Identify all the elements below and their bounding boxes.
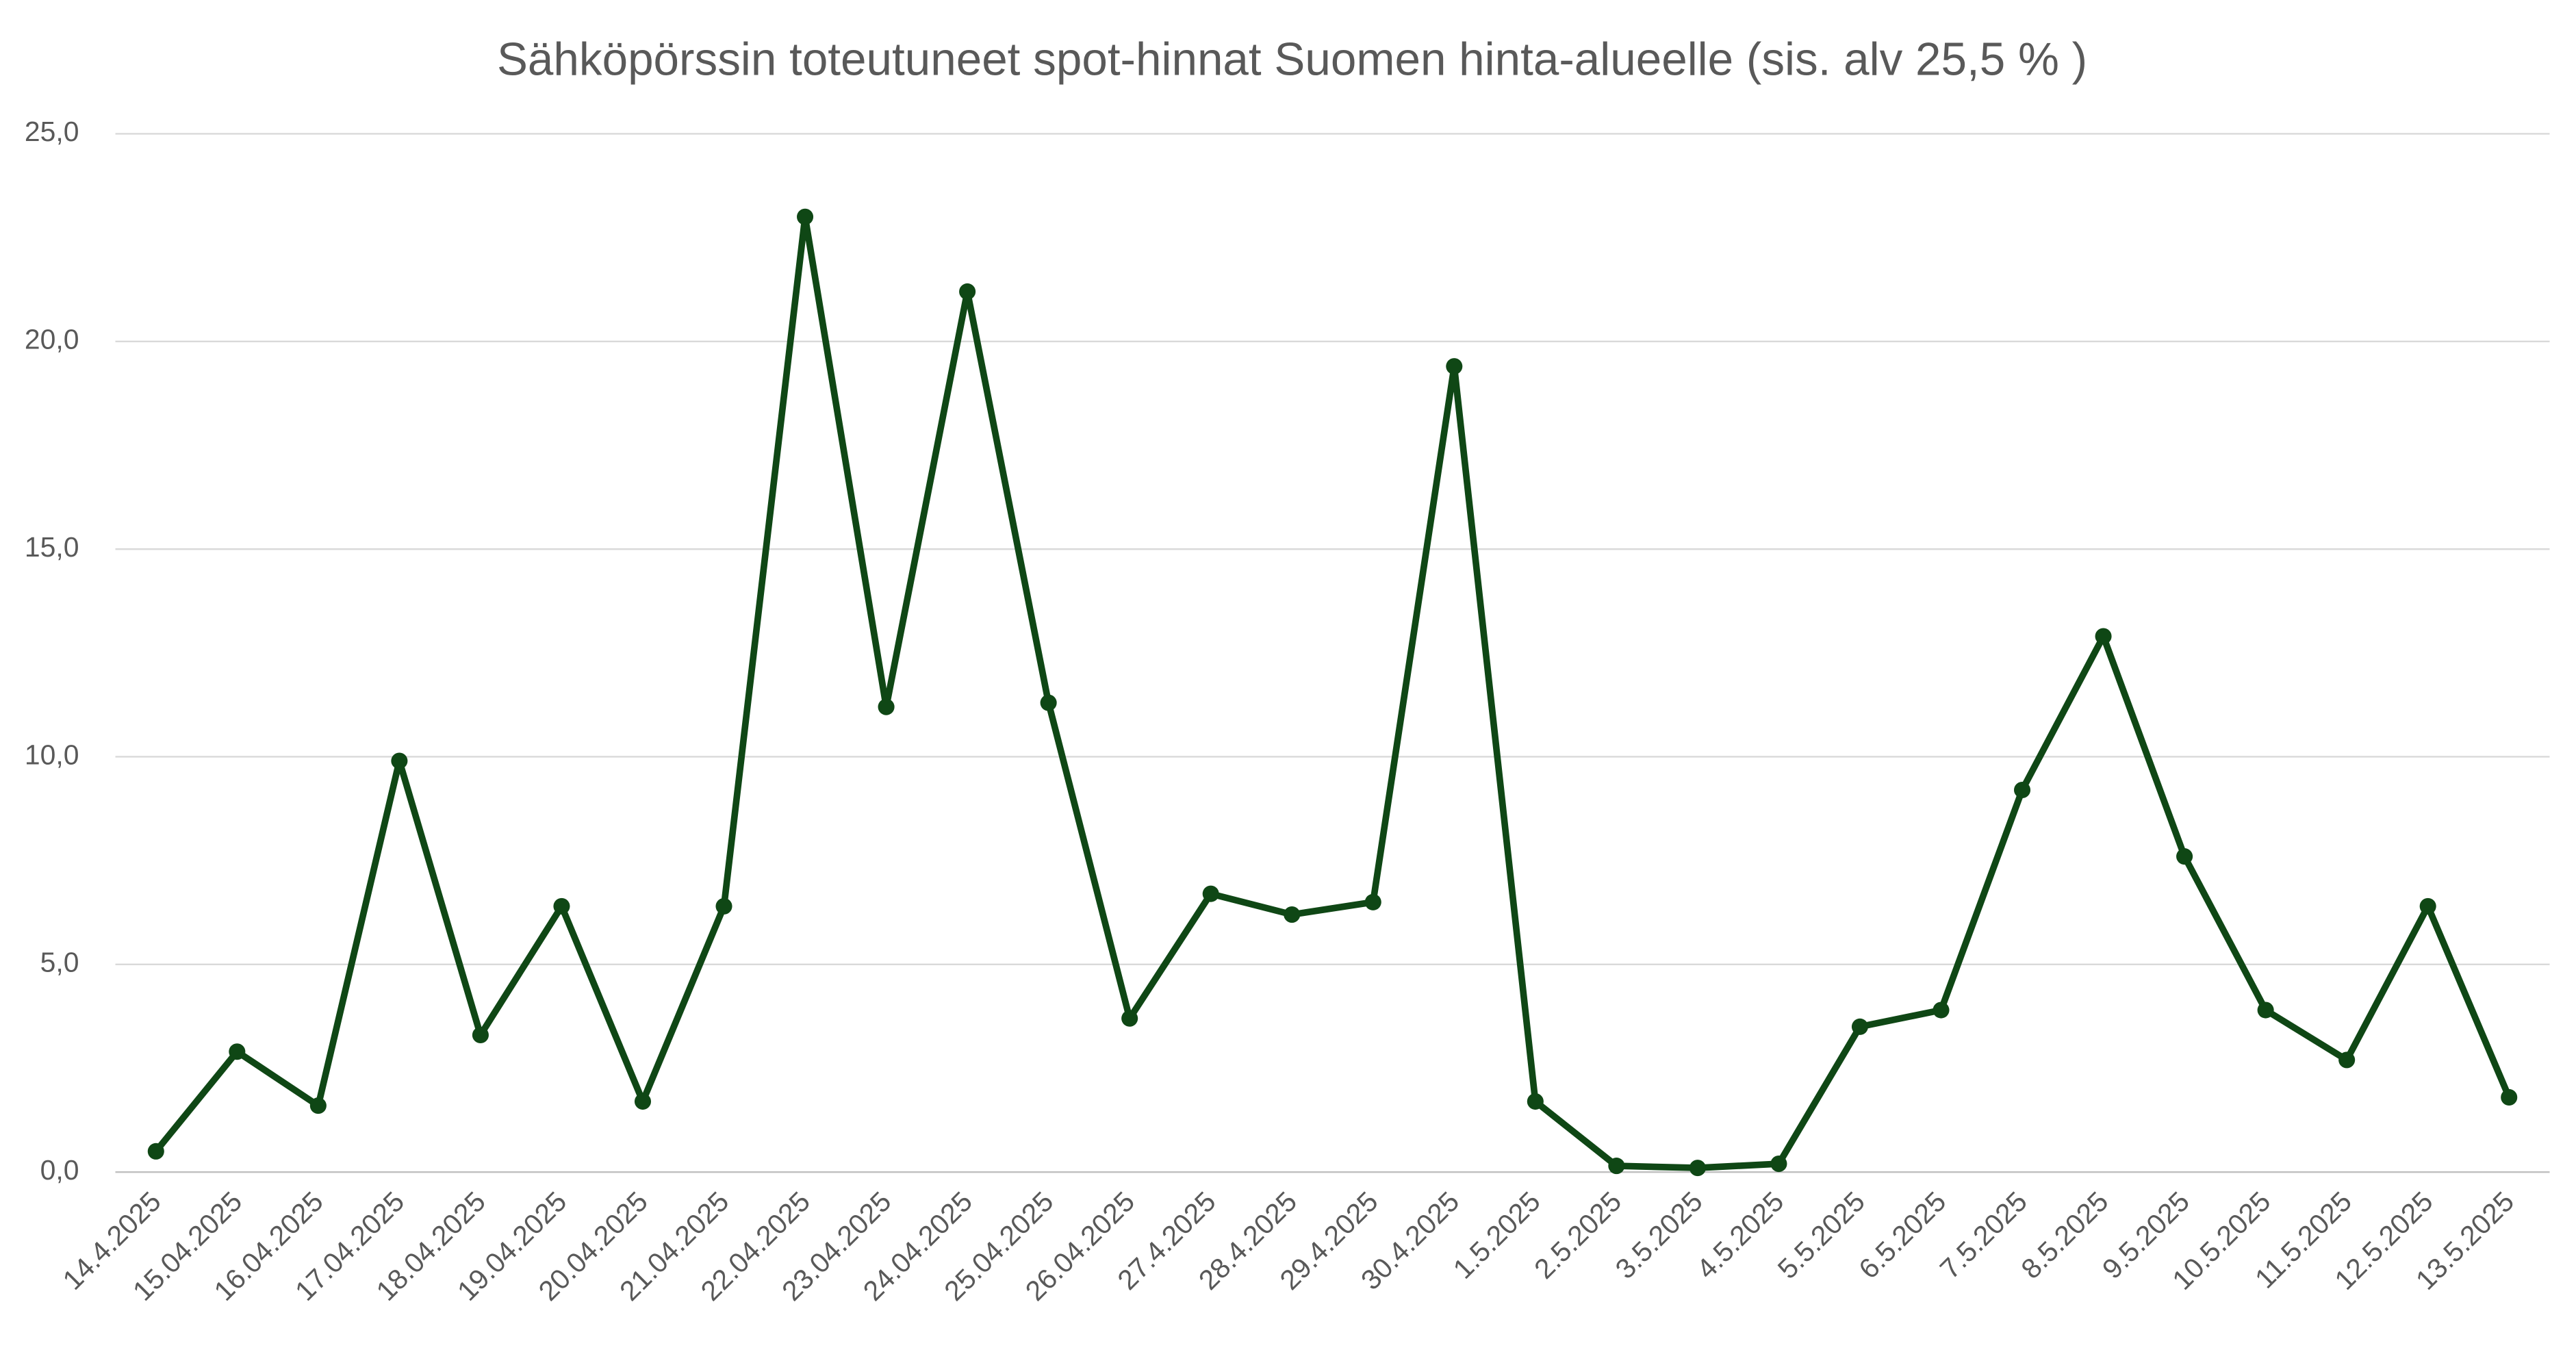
marker bbox=[391, 752, 408, 769]
y-tick-label: 5,0 bbox=[40, 947, 79, 978]
x-tick-label: 6.5.2025 bbox=[1852, 1186, 1952, 1285]
marker bbox=[1770, 1156, 1787, 1173]
x-tick-label: 3.5.2025 bbox=[1609, 1186, 1709, 1285]
marker bbox=[147, 1143, 164, 1160]
marker bbox=[229, 1043, 246, 1060]
marker bbox=[1527, 1093, 1544, 1110]
marker bbox=[553, 897, 570, 915]
y-tick-label: 20,0 bbox=[25, 324, 79, 355]
marker bbox=[2338, 1051, 2356, 1069]
marker bbox=[1284, 906, 1301, 923]
marker bbox=[1933, 1002, 1950, 1019]
marker bbox=[1121, 1010, 1138, 1027]
marker bbox=[959, 283, 976, 301]
marker bbox=[634, 1093, 652, 1110]
marker bbox=[878, 698, 895, 715]
x-tick-label: 4.5.2025 bbox=[1690, 1186, 1789, 1285]
x-tick-label: 5.5.2025 bbox=[1772, 1186, 1871, 1285]
marker bbox=[797, 208, 814, 225]
marker bbox=[2419, 897, 2436, 915]
x-tick-label: 2.5.2025 bbox=[1528, 1186, 1627, 1285]
marker bbox=[715, 897, 732, 915]
chart-title: Sähköpörssin toteutuneet spot-hinnat Suo… bbox=[497, 34, 2087, 86]
y-tick-label: 0,0 bbox=[40, 1154, 79, 1186]
marker bbox=[1202, 885, 1219, 902]
marker bbox=[1040, 694, 1057, 711]
y-tick-label: 10,0 bbox=[25, 739, 79, 770]
marker bbox=[1446, 358, 1463, 375]
marker bbox=[1851, 1018, 1868, 1035]
marker bbox=[1364, 893, 1381, 910]
marker bbox=[2176, 848, 2193, 865]
marker bbox=[309, 1097, 327, 1114]
x-tick-label: 7.5.2025 bbox=[1934, 1186, 2033, 1285]
marker bbox=[472, 1026, 489, 1043]
marker bbox=[2257, 1002, 2274, 1019]
marker bbox=[2095, 628, 2112, 645]
marker bbox=[1689, 1160, 1706, 1177]
x-tick-label: 8.5.2025 bbox=[2015, 1186, 2114, 1285]
x-tick-label: 1.5.2025 bbox=[1447, 1186, 1546, 1285]
marker bbox=[1608, 1158, 1625, 1175]
marker bbox=[2013, 781, 2031, 799]
y-tick-label: 15,0 bbox=[25, 531, 79, 563]
y-tick-label: 25,0 bbox=[25, 116, 79, 147]
line bbox=[153, 213, 2512, 1171]
marker bbox=[2501, 1088, 2518, 1106]
